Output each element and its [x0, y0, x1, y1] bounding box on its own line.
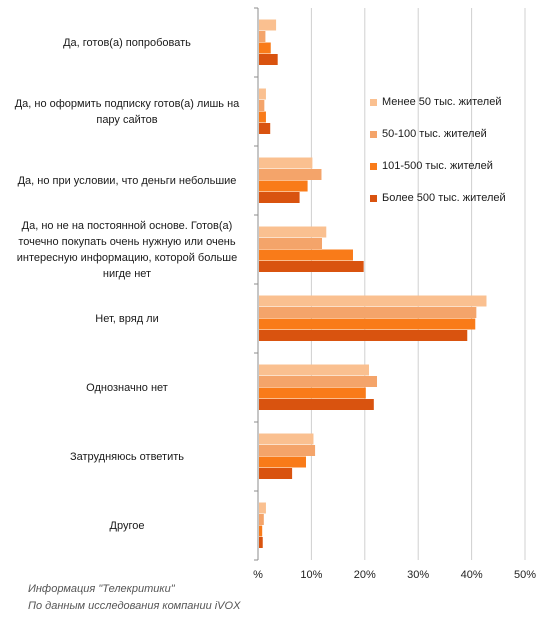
bar	[259, 468, 293, 479]
category-label: Другое	[109, 519, 145, 532]
bar	[259, 307, 477, 318]
legend-swatch	[370, 130, 377, 138]
bar	[259, 514, 264, 525]
legend-label: Менее 50 тыс. жителей	[382, 96, 502, 108]
bar	[259, 318, 476, 330]
bar	[259, 525, 263, 537]
legend-item: 50-100 тыс. жителей	[370, 118, 540, 150]
bar	[259, 100, 265, 111]
bar	[259, 180, 308, 192]
bar	[259, 169, 322, 180]
footer-source: Информация "Телекритики"	[28, 583, 175, 595]
legend-label: Более 500 тыс. жителей	[382, 192, 506, 204]
bar	[259, 42, 271, 54]
bar	[259, 433, 314, 445]
bar	[259, 456, 306, 468]
bar	[259, 19, 277, 31]
bar	[259, 330, 468, 341]
legend-item: 101-500 тыс. жителей	[370, 150, 540, 182]
bar	[259, 445, 316, 456]
category-label: Да, но при условии, что деньги небольшие	[17, 174, 237, 187]
legend: Менее 50 тыс. жителей 50-100 тыс. жителе…	[370, 86, 540, 214]
legend-label: 101-500 тыс. жителей	[382, 160, 493, 172]
bar	[259, 88, 266, 100]
bar	[259, 249, 353, 261]
bar	[259, 111, 266, 123]
legend-swatch	[370, 162, 377, 170]
bar	[259, 192, 300, 203]
x-tick-label: 40%	[461, 569, 483, 581]
category-label: Однозначно нет	[86, 381, 168, 394]
category-label: Затрудняюсь ответить	[69, 450, 184, 463]
bar	[259, 295, 487, 307]
category-label: Да, готов(а) попробовать	[63, 36, 191, 49]
category-label: Да, но не на постоянной основе. Готов(а)…	[16, 219, 238, 280]
bar	[259, 502, 266, 514]
bar	[259, 123, 271, 134]
bar	[259, 157, 313, 169]
legend-label: 50-100 тыс. жителей	[382, 128, 487, 140]
bar	[259, 54, 278, 65]
bar	[259, 238, 323, 249]
bar	[259, 376, 378, 387]
legend-item: Более 500 тыс. жителей	[370, 182, 540, 214]
bar	[259, 399, 374, 410]
x-tick-label: 20%	[354, 569, 376, 581]
bar	[259, 261, 364, 272]
legend-swatch	[370, 194, 377, 202]
legend-swatch	[370, 98, 377, 106]
bar	[259, 226, 327, 238]
legend-item: Менее 50 тыс. жителей	[370, 86, 540, 118]
x-tick-label: 10%	[300, 569, 322, 581]
x-tick-label: %	[253, 569, 263, 581]
chart: % 10% 20% 30% 40% 50%	[253, 7, 536, 581]
category-label: Нет, вряд ли	[95, 312, 159, 325]
x-tick-label: 30%	[407, 569, 429, 581]
bar	[259, 387, 366, 399]
bar	[259, 31, 266, 42]
category-label: Да, но оформить подписку готов(а) лишь н…	[14, 97, 240, 126]
bar	[259, 537, 263, 548]
x-tick-label: 50%	[514, 569, 536, 581]
footer-note: По данным исследования компании iVOX	[28, 600, 241, 612]
bar	[259, 364, 370, 376]
